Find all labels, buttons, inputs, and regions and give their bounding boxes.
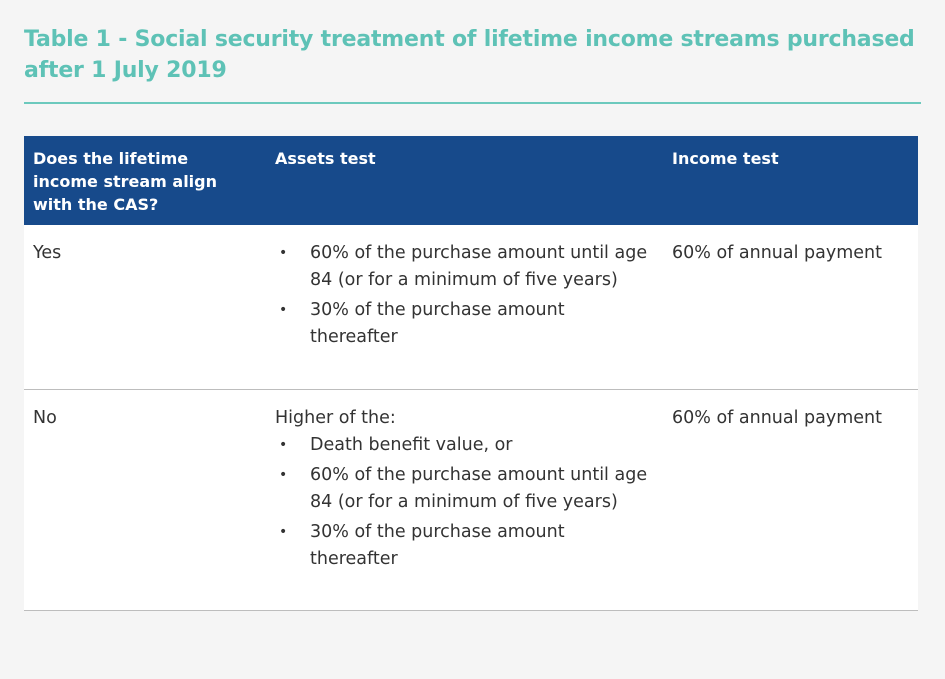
social-security-table: Does the lifetime income stream align wi… bbox=[24, 136, 918, 611]
list-item: • 60% of the purchase amount until age 84… bbox=[275, 240, 655, 294]
list-item: • Death benefit value, or bbox=[275, 432, 655, 459]
bullet-icon: • bbox=[279, 467, 288, 483]
cell-assets-no: Higher of the: • Death benefit value, or … bbox=[275, 405, 655, 576]
assets-list: • Death benefit value, or • 60% of the pur… bbox=[275, 432, 655, 573]
table-row: No Higher of the: • Death benefit value, … bbox=[24, 390, 918, 611]
header-cas-alignment: Does the lifetime income stream align wi… bbox=[33, 149, 218, 214]
list-item: • 30% of the purchase amount thereafter bbox=[275, 519, 655, 573]
title-block: Table 1 - Social security treatment of l… bbox=[24, 24, 921, 86]
table-title: Table 1 - Social security treatment of l… bbox=[24, 27, 915, 83]
header-assets-test: Assets test bbox=[275, 149, 376, 168]
bullet-icon: • bbox=[279, 302, 288, 318]
cell-income-no: 60% of annual payment bbox=[672, 408, 882, 428]
cell-cas-yes: Yes bbox=[33, 243, 62, 263]
table-header: Does the lifetime income stream align wi… bbox=[24, 136, 918, 225]
bullet-icon: • bbox=[279, 524, 288, 540]
title-divider bbox=[24, 102, 921, 104]
list-item: • 30% of the purchase amount thereafter bbox=[275, 297, 655, 351]
cell-assets-yes: • 60% of the purchase amount until age 84… bbox=[275, 240, 655, 354]
bullet-icon: • bbox=[279, 437, 288, 453]
cell-income-yes: 60% of annual payment bbox=[672, 243, 882, 263]
table-row: Yes • 60% of the purchase amount until ag… bbox=[24, 225, 918, 390]
bullet-icon: • bbox=[279, 245, 288, 261]
cell-cas-no: No bbox=[33, 408, 57, 428]
list-item: • 60% of the purchase amount until age 84… bbox=[275, 462, 655, 516]
assets-list: • 60% of the purchase amount until age 84… bbox=[275, 240, 655, 351]
assets-lead-text: Higher of the: bbox=[275, 408, 396, 428]
header-income-test: Income test bbox=[672, 149, 779, 168]
